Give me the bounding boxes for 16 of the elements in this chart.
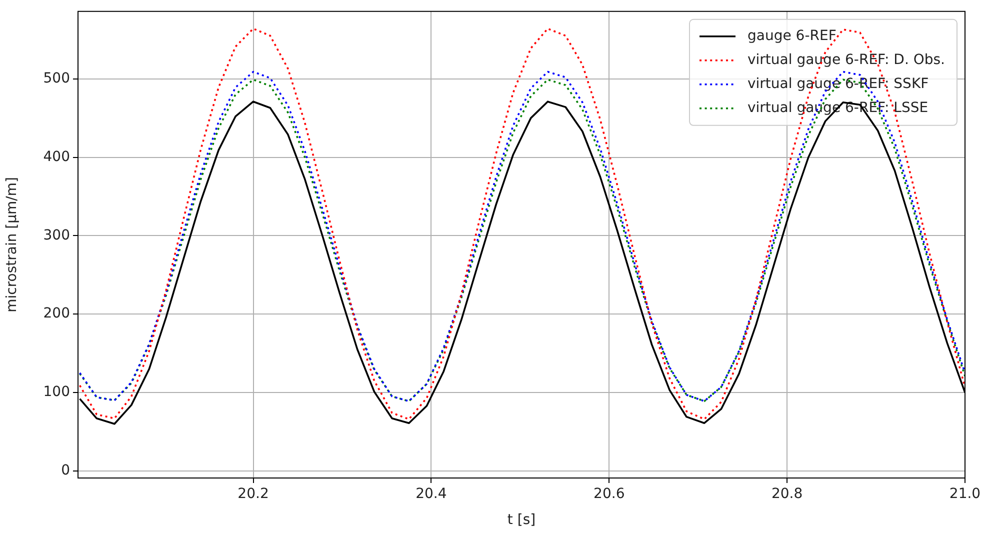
y-axis-title: microstrain [µm/m] xyxy=(4,176,20,312)
legend-label: gauge 6-REF xyxy=(748,28,836,44)
x-tick-label: 20.8 xyxy=(771,486,803,502)
x-tick-label: 20.2 xyxy=(238,486,269,502)
y-tick-label: 200 xyxy=(43,306,70,322)
x-axis-title: t [s] xyxy=(507,512,536,528)
line-series xyxy=(78,28,965,420)
y-tick-label: 300 xyxy=(43,227,70,244)
x-tick-label: 20.6 xyxy=(594,486,625,502)
y-tick-label: 0 xyxy=(61,462,70,479)
x-tick-label: 21.0 xyxy=(949,486,981,502)
y-tick-label: 500 xyxy=(43,70,70,86)
y-tick-label: 400 xyxy=(43,148,70,165)
x-tick-label: 20.4 xyxy=(416,486,447,502)
y-tick-label: 100 xyxy=(43,384,70,400)
legend-label: virtual gauge 6-REF: D. Obs. xyxy=(748,52,946,68)
